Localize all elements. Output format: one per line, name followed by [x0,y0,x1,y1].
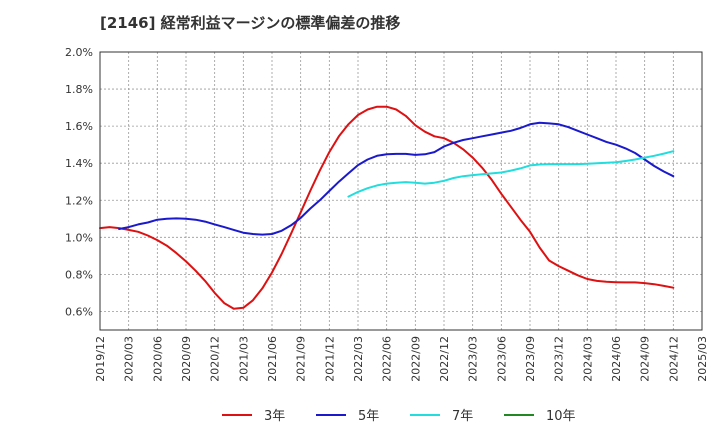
y-tick-label: 0.6% [65,305,93,318]
x-tick-label: 2020/12 [209,336,222,382]
x-tick-label: 2021/12 [323,336,336,382]
x-tick-label: 2023/12 [553,336,566,382]
x-tick-label: 2025/03 [696,336,709,382]
chart-title: [2146] 経常利益マージンの標準偏差の推移 [100,14,401,32]
series-line-5年 [118,121,675,236]
x-tick-label: 2024/03 [581,336,594,382]
x-tick-label: 2020/06 [151,336,164,382]
y-tick-label: 1.2% [65,194,93,207]
y-tick-label: 1.6% [65,120,93,133]
series-line-3年 [99,105,675,310]
series-lines [99,105,675,310]
x-tick-label: 2021/09 [295,336,308,382]
y-tick-label: 1.0% [65,231,93,244]
x-tick-label: 2024/06 [610,336,623,382]
x-tick-label: 2022/12 [438,336,451,382]
x-tick-label: 2022/06 [381,336,394,382]
x-tick-label: 2019/12 [94,336,107,382]
y-axis-ticks: 2.0% 1.8% 1.6% 1.4% 1.2% 1.0% 0.8% 0.6% [65,46,93,318]
legend-label: 7年 [452,409,473,424]
x-tick-label: 2021/03 [237,336,250,382]
x-tick-label: 2023/06 [495,336,508,382]
series-line-7年 [347,150,675,198]
x-tick-label: 2020/09 [180,336,193,382]
y-tick-label: 0.8% [65,268,93,281]
legend-label: 5年 [358,409,379,424]
x-tick-label: 2022/03 [352,336,365,382]
legend: 3年 5年 7年 10年 [222,409,576,424]
y-tick-label: 1.8% [65,83,93,96]
legend-label: 10年 [546,409,576,424]
plot-frame [99,51,703,331]
x-tick-label: 2024/12 [667,336,680,382]
x-tick-label: 2021/06 [266,336,279,382]
x-tick-label: 2022/09 [409,336,422,382]
y-tick-label: 1.4% [65,157,93,170]
x-axis-ticks: 2019/12 2020/03 2020/06 2020/09 2020/12 2021/… [94,336,709,382]
x-tick-label: 2023/09 [524,336,537,382]
x-tick-label: 2020/03 [123,336,136,382]
x-tick-label: 2024/09 [639,336,652,382]
y-tick-label: 2.0% [65,46,93,59]
grid [99,51,703,330]
x-tick-label: 2023/03 [467,336,480,382]
legend-label: 3年 [264,409,285,424]
